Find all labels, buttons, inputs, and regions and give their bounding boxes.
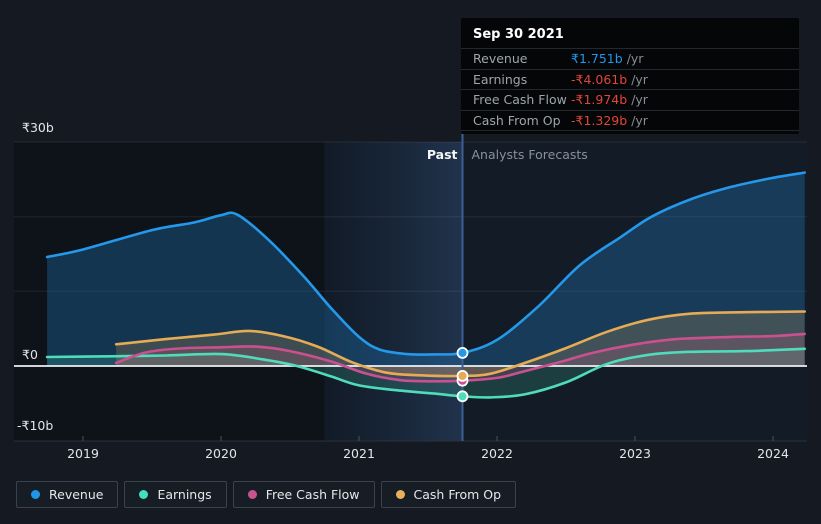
legend-label: Cash From Op: [413, 487, 502, 502]
free-cash-flow-dot-icon: [247, 490, 257, 499]
x-axis-label-2021: 2021: [343, 446, 375, 461]
legend-item-earnings[interactable]: Earnings: [124, 481, 227, 508]
x-axis-label-2022: 2022: [481, 446, 513, 461]
x-axis-label-2020: 2020: [205, 446, 237, 461]
tooltip-row-cash-from-op: Cash From Op -₹1.329b /yr: [461, 109, 799, 131]
legend-item-revenue[interactable]: Revenue: [16, 481, 119, 508]
tooltip-row-revenue: Revenue ₹1.751b /yr: [461, 48, 799, 69]
legend: Revenue Earnings Free Cash Flow Cash Fro…: [16, 481, 517, 508]
legend-item-cash-from-op[interactable]: Cash From Op: [380, 481, 517, 508]
tooltip-value: ₹1.751b: [571, 51, 623, 67]
tooltip-label: Revenue: [473, 51, 528, 67]
tooltip-value: -₹1.329b: [571, 112, 628, 128]
tooltip-value: -₹4.061b: [571, 71, 628, 87]
legend-label: Revenue: [49, 487, 104, 502]
earnings-dot-icon: [139, 490, 149, 499]
tooltip-label: Earnings: [473, 71, 528, 87]
tooltip-date: Sep 30 2021: [473, 27, 564, 42]
legend-label: Free Cash Flow: [265, 487, 360, 502]
forecast-region-label: Analysts Forecasts: [471, 147, 588, 162]
x-axis-label-2019: 2019: [67, 446, 99, 461]
tooltip-unit: /yr: [631, 92, 648, 108]
cash-from-op-dot-icon: [395, 490, 405, 499]
legend-item-free-cash-flow[interactable]: Free Cash Flow: [232, 481, 375, 508]
tooltip: Sep 30 2021 Revenue ₹1.751b /yr Earnings…: [461, 18, 799, 134]
tooltip-row-free-cash-flow: Free Cash Flow -₹1.974b /yr: [461, 89, 799, 110]
tooltip-value: -₹1.974b: [571, 92, 628, 108]
y-axis-label-neg10b: -₹10b: [17, 418, 54, 433]
tooltip-unit: /yr: [631, 71, 648, 87]
y-axis-label-0: ₹0: [22, 347, 38, 362]
x-axis-label-2024: 2024: [757, 446, 789, 461]
revenue-dot-icon: [31, 490, 40, 499]
tooltip-unit: /yr: [631, 112, 648, 128]
x-axis-label-2023: 2023: [619, 446, 651, 461]
tooltip-row-earnings: Earnings -₹4.061b /yr: [461, 68, 799, 90]
tooltip-label: Cash From Op: [473, 112, 561, 128]
tooltip-unit: /yr: [626, 51, 644, 67]
past-region-label: Past: [426, 147, 458, 162]
y-axis-label-30b: ₹30b: [22, 120, 54, 135]
legend-label: Earnings: [157, 487, 212, 502]
tooltip-label: Free Cash Flow: [473, 92, 567, 108]
